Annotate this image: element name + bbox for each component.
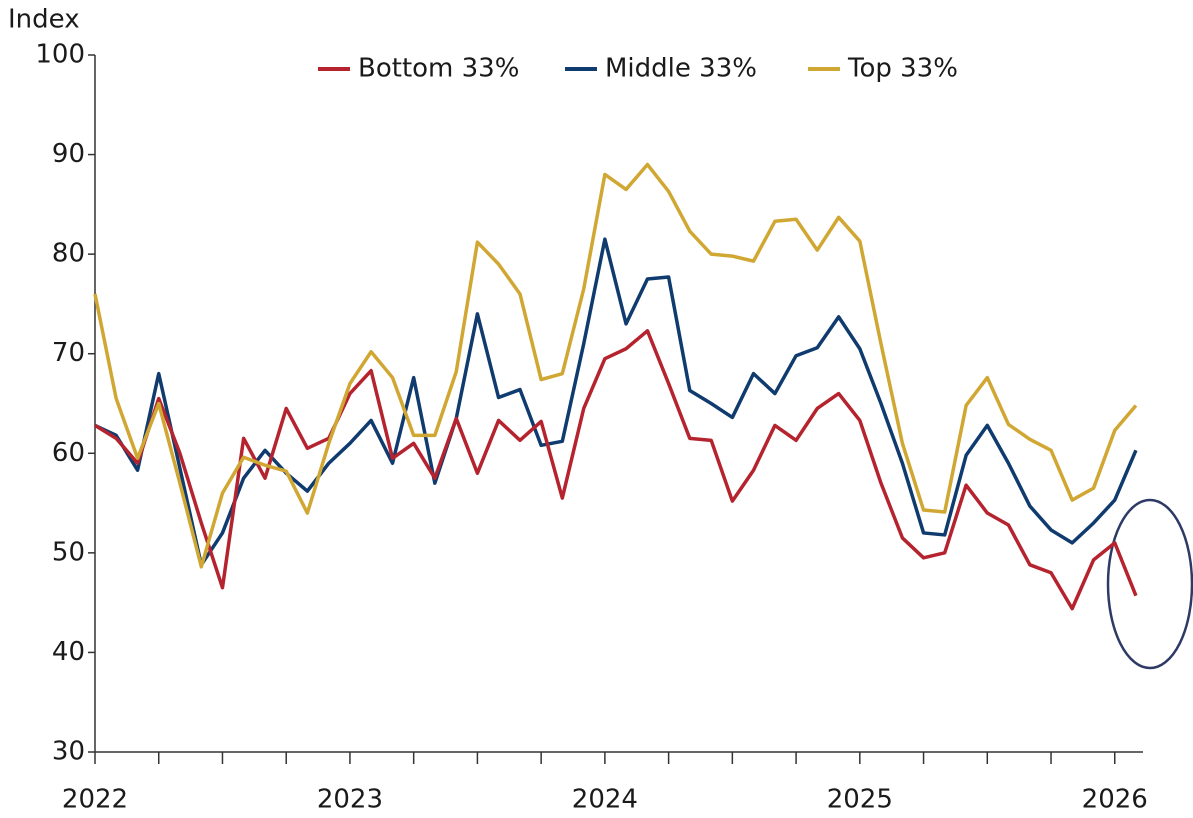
legend-label: Bottom 33% xyxy=(358,54,519,84)
y-axis-label: Index xyxy=(8,5,80,35)
x-tick-label: 2023 xyxy=(317,785,383,815)
series-line xyxy=(94,237,1138,567)
x-tick-label: 2025 xyxy=(827,785,893,815)
y-tick-label: 50 xyxy=(52,537,85,567)
x-tick-label: 2022 xyxy=(62,785,128,815)
x-tick-label: 2026 xyxy=(1082,785,1148,815)
legend-label: Top 33% xyxy=(847,54,958,84)
y-tick-label: 80 xyxy=(52,239,85,269)
legend-label: Middle 33% xyxy=(605,54,757,84)
y-tick-label: 40 xyxy=(52,637,85,667)
y-tick-label: 90 xyxy=(52,139,85,169)
y-tick-label: 60 xyxy=(52,438,85,468)
x-tick-label: 2024 xyxy=(572,785,638,815)
series-line xyxy=(93,162,1138,569)
highlight-ellipse xyxy=(1106,498,1193,670)
y-tick-label: 100 xyxy=(35,40,85,70)
y-tick-label: 70 xyxy=(52,338,85,368)
y-tick-label: 30 xyxy=(52,737,85,767)
